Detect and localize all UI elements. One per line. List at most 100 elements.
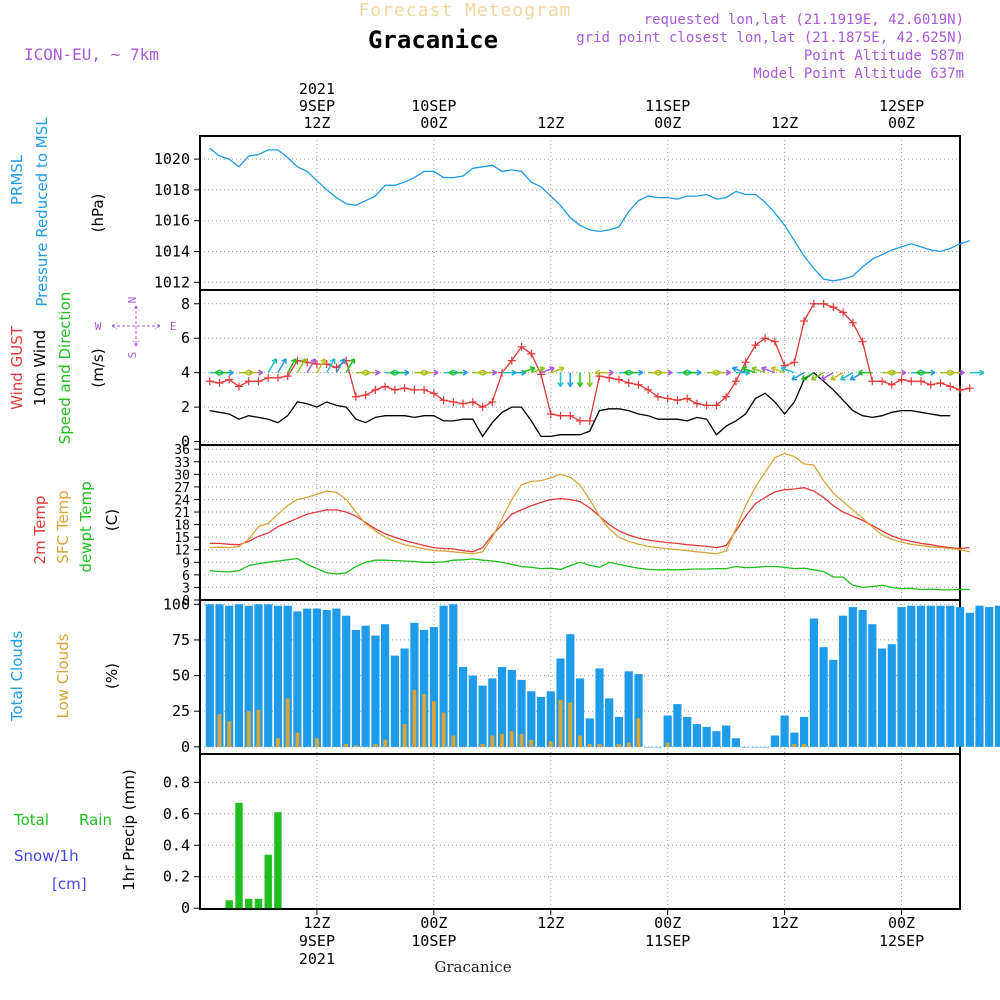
gust-marker bbox=[770, 337, 779, 346]
total-cloud-bar bbox=[429, 627, 438, 747]
y-tick-label: 6 bbox=[181, 329, 190, 347]
wind-direction-arrowhead bbox=[228, 369, 234, 376]
time-tick-label-bottom: 12SEP bbox=[879, 932, 924, 950]
pressure-abbr-label: PRMSL bbox=[8, 154, 26, 205]
total-cloud-bar bbox=[400, 648, 409, 747]
wind-unit-label: (m/s) bbox=[89, 348, 107, 387]
wind-direction-arrowhead bbox=[887, 369, 893, 376]
sfc-temp-line bbox=[209, 452, 970, 555]
chart-title: Forecast Meteogram bbox=[358, 0, 571, 21]
total-cloud-bar bbox=[887, 644, 896, 747]
low-cloud-bar bbox=[256, 709, 261, 747]
time-tick-label-top: 11SEP bbox=[645, 97, 690, 115]
y-tick-label: 8 bbox=[181, 295, 190, 313]
total-cloud-bar bbox=[303, 608, 312, 747]
wind-direction-arrow bbox=[345, 358, 355, 374]
total-cloud-bar bbox=[955, 607, 965, 747]
total-cloud-bar bbox=[916, 605, 926, 747]
low-cloud-bar bbox=[441, 712, 446, 747]
total-cloud-bar bbox=[205, 604, 214, 747]
gust-marker bbox=[517, 342, 526, 351]
total-cloud-bar bbox=[761, 746, 770, 748]
total-cloud-bar bbox=[595, 668, 604, 747]
y-tick-label: 33 bbox=[174, 456, 190, 471]
total-cloud-bar bbox=[624, 671, 633, 747]
wind-direction-arrow bbox=[771, 367, 785, 374]
total-cloud-bar bbox=[770, 735, 779, 747]
total-cloud-bar bbox=[361, 625, 370, 747]
total-cloud-bar bbox=[342, 615, 351, 747]
y-tick-label: 100 bbox=[163, 595, 190, 613]
gust-marker bbox=[381, 382, 390, 391]
gust-marker bbox=[829, 303, 838, 312]
total-cloud-bar bbox=[498, 667, 507, 747]
gust-marker bbox=[634, 380, 643, 389]
gust-marker bbox=[887, 380, 896, 389]
total-cloud-bar bbox=[780, 715, 789, 747]
wind-direction-arrowhead bbox=[711, 369, 717, 376]
rain-bar bbox=[274, 812, 282, 909]
total-cloud-bar bbox=[468, 675, 477, 747]
gust-marker bbox=[917, 377, 926, 386]
low-cloud-bar bbox=[373, 744, 378, 747]
wind-direction-arrowhead bbox=[608, 369, 614, 376]
wind-direction-arrowhead bbox=[329, 358, 336, 364]
low-cloud-bar bbox=[344, 744, 349, 747]
total-cloud-bar bbox=[994, 605, 1000, 747]
wind-direction-arrowhead bbox=[557, 381, 564, 388]
total-cloud-bar bbox=[975, 605, 984, 747]
wind-direction-arrowhead bbox=[820, 374, 827, 381]
rain-bar bbox=[225, 900, 233, 909]
y-tick-label: 30 bbox=[174, 468, 190, 483]
gust-marker bbox=[478, 403, 487, 412]
gust-marker bbox=[751, 341, 760, 350]
y-tick-label: 0 bbox=[181, 899, 190, 917]
gust-marker bbox=[546, 410, 555, 418]
total-cloud-bar bbox=[312, 608, 321, 747]
gust-marker bbox=[663, 394, 672, 403]
gust-marker bbox=[761, 334, 770, 343]
wind-direction-arrow bbox=[306, 358, 316, 374]
gust-marker bbox=[692, 399, 701, 408]
low-cloud-bar bbox=[519, 734, 524, 747]
total-cloud-bar bbox=[234, 604, 244, 747]
gust-marker bbox=[819, 299, 828, 308]
total-cloud-bar bbox=[546, 691, 555, 747]
wind-direction-arrow bbox=[550, 367, 565, 374]
time-tick-label-top: 12SEP bbox=[879, 97, 924, 115]
wind-direction-arrowhead bbox=[751, 366, 758, 373]
gust-marker bbox=[926, 380, 935, 389]
wind-direction-arrowhead bbox=[696, 369, 702, 376]
total-cloud-bar bbox=[244, 605, 253, 747]
wind-direction-arrowhead bbox=[741, 366, 748, 373]
time-tick-label-top: 9SEP bbox=[299, 97, 335, 115]
total-cloud-bar bbox=[215, 604, 224, 747]
y-tick-label: 1012 bbox=[154, 273, 190, 291]
wind-direction-arrow bbox=[791, 372, 805, 381]
y-tick-label: 36 bbox=[174, 443, 190, 458]
low-cloud-bar bbox=[217, 714, 222, 747]
wind-direction-arrowhead bbox=[857, 369, 863, 376]
total-cloud-bar bbox=[683, 716, 692, 747]
total-cloud-bar bbox=[459, 667, 468, 747]
total-cloud-bar bbox=[536, 697, 546, 747]
wind-direction-arrowhead bbox=[558, 366, 565, 373]
y-tick-label: 4 bbox=[181, 364, 190, 382]
gust-marker bbox=[303, 358, 312, 367]
wind-direction-arrowhead bbox=[567, 381, 574, 388]
point-altitude: Point Altitude 587m bbox=[804, 48, 964, 64]
gust-marker bbox=[683, 394, 692, 403]
low-cloud-bar bbox=[568, 702, 573, 747]
wind-direction-arrowhead bbox=[462, 369, 468, 376]
low-cloud-bar bbox=[548, 741, 553, 747]
temp-2m-label: 2m Temp bbox=[31, 496, 49, 565]
y-tick-label: 0.4 bbox=[163, 836, 190, 854]
gust-marker bbox=[614, 375, 623, 384]
rain-bar bbox=[245, 898, 253, 909]
total-cloud-bar bbox=[809, 618, 818, 747]
gust-marker bbox=[351, 392, 360, 401]
gust-marker bbox=[858, 337, 867, 346]
total-cloud-bar bbox=[702, 726, 711, 747]
gust-marker bbox=[225, 375, 234, 384]
wind-direction-arrowhead bbox=[477, 369, 483, 376]
